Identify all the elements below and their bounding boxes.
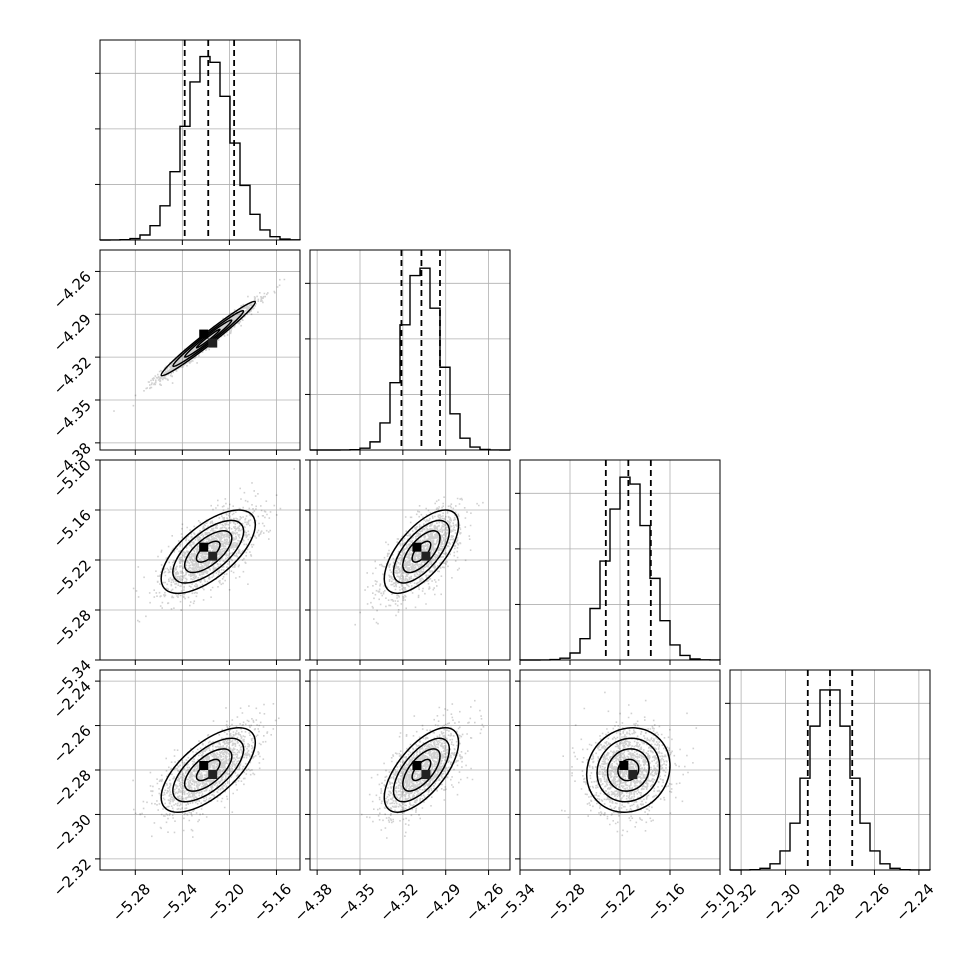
panel-0-0 bbox=[95, 39, 301, 245]
scatter-points bbox=[132, 468, 295, 623]
x-tick-label: −4.32 bbox=[376, 880, 421, 925]
scatter-points bbox=[360, 699, 485, 839]
scatter-points bbox=[561, 691, 698, 837]
histogram bbox=[310, 267, 511, 451]
panel-3-0: −5.28 −5.24 −5.20 −5.16 −2.32−2.30−2.28−2.26… bbox=[50, 669, 301, 925]
x-tick-label: −5.20 bbox=[203, 880, 248, 925]
scatter-points bbox=[132, 703, 280, 838]
panel-content bbox=[360, 699, 485, 839]
density-peak bbox=[619, 761, 629, 770]
x-tick-label: −5.28 bbox=[544, 880, 589, 925]
density-peak bbox=[628, 770, 638, 779]
y-tick-label: −5.28 bbox=[50, 606, 95, 651]
panel-content bbox=[132, 703, 280, 838]
x-tick-label: −5.28 bbox=[109, 880, 154, 925]
panel-3-2: −5.34 −5.28 −5.22 −5.16 −5.10 bbox=[494, 669, 739, 925]
contour-level bbox=[183, 530, 233, 574]
panel-1-1 bbox=[305, 249, 511, 455]
contour-level bbox=[160, 727, 257, 813]
x-tick-label: −2.28 bbox=[804, 880, 849, 925]
panel-2-0: −5.34−5.28−5.22−5.16−5.10 bbox=[50, 456, 301, 701]
contour-level bbox=[392, 519, 451, 584]
panel-2-2 bbox=[515, 459, 721, 665]
x-tick-label: −2.24 bbox=[892, 880, 937, 925]
contour-level bbox=[172, 737, 245, 803]
panel-frame bbox=[99, 249, 301, 451]
x-tick-label: −5.16 bbox=[250, 880, 295, 925]
y-tick-label: −4.29 bbox=[50, 310, 95, 355]
x-tick-label: −4.35 bbox=[334, 880, 379, 925]
panel-1-0: −4.38−4.35−4.32−4.29−4.26 bbox=[50, 249, 301, 484]
contour-level bbox=[383, 727, 460, 813]
contour-level bbox=[606, 748, 650, 792]
density-peak bbox=[421, 770, 431, 779]
panel-3-3: −2.32 −2.30 −2.28 −2.26 −2.24 bbox=[715, 669, 938, 925]
y-tick-label: −5.16 bbox=[50, 506, 95, 551]
contour-level bbox=[392, 737, 451, 803]
y-tick-label: −2.30 bbox=[50, 811, 95, 856]
y-tick-label: −4.26 bbox=[50, 268, 95, 313]
histogram bbox=[729, 689, 931, 871]
y-tick-label: −2.26 bbox=[50, 722, 95, 767]
density-peak bbox=[412, 761, 422, 770]
x-tick-label: −2.26 bbox=[848, 880, 893, 925]
density-peak bbox=[208, 551, 218, 561]
y-tick-label: −4.35 bbox=[50, 396, 95, 441]
density-peak bbox=[208, 770, 218, 779]
panel-content bbox=[132, 468, 295, 623]
panel-2-1 bbox=[305, 459, 511, 665]
density-peak bbox=[199, 542, 209, 552]
x-tick-label: −2.30 bbox=[759, 880, 804, 925]
density-peak bbox=[199, 761, 209, 770]
histogram bbox=[99, 55, 301, 241]
density-peak bbox=[208, 338, 218, 348]
panel-content bbox=[561, 691, 698, 837]
contour-level bbox=[160, 509, 257, 595]
x-tick-label: −5.24 bbox=[156, 880, 201, 925]
x-tick-label: −5.16 bbox=[644, 880, 689, 925]
y-tick-label: −2.32 bbox=[50, 855, 95, 900]
contour-level bbox=[183, 748, 233, 792]
density-peak bbox=[421, 551, 431, 561]
contour-level bbox=[383, 509, 460, 595]
density-peak bbox=[412, 542, 422, 552]
panel-frame bbox=[309, 249, 511, 451]
x-tick-label: −4.29 bbox=[419, 880, 464, 925]
y-tick-label: −5.22 bbox=[50, 556, 95, 601]
contour-level bbox=[596, 737, 661, 803]
contour-level bbox=[172, 519, 245, 584]
x-tick-label: −5.22 bbox=[594, 880, 639, 925]
panel-content bbox=[113, 278, 286, 412]
x-tick-label: −4.38 bbox=[291, 880, 336, 925]
y-tick-label: −4.32 bbox=[50, 353, 95, 398]
panel-content bbox=[354, 496, 484, 626]
density-peak bbox=[199, 329, 209, 339]
panel-3-1: −4.38−4.35−4.32−4.29−4.26 bbox=[291, 669, 511, 925]
panel-frame bbox=[99, 39, 301, 241]
contour-level bbox=[585, 727, 671, 813]
y-tick-label: −2.28 bbox=[50, 766, 95, 811]
